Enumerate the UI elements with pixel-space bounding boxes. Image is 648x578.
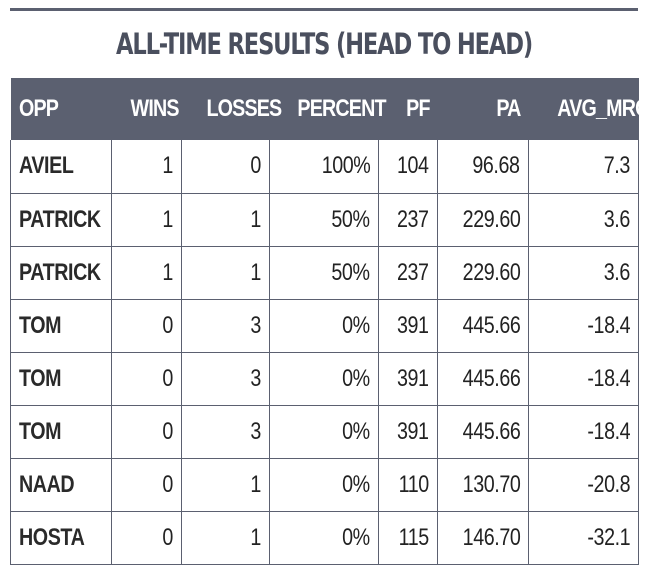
avg-mrg-cell: 7.3 (528, 140, 639, 194)
opp-cell: HOSTA (10, 511, 112, 565)
head-to-head-table: OPP WINS LOSSES PERCENT PF PA AVG_MRG AV… (10, 78, 648, 565)
pa-cell: 96.68 (437, 140, 529, 194)
avg-mrg-cell: -32.1 (528, 511, 639, 565)
column-header-wins: WINS (130, 95, 179, 122)
avg-mrg-cell: -20.8 (528, 458, 639, 512)
wins-cell: 0 (111, 352, 182, 406)
opp-cell: NAAD (10, 458, 112, 512)
pa-cell: 146.70 (437, 511, 529, 565)
column-header-opp: OPP (18, 95, 59, 122)
losses-cell: 1 (181, 458, 270, 512)
pf-cell: 110 (378, 458, 438, 512)
losses-cell: 1 (181, 246, 270, 300)
pf-cell: 391 (378, 299, 438, 353)
losses-cell: 3 (181, 352, 270, 406)
wins-cell: 1 (111, 140, 182, 194)
wins-cell: 0 (111, 511, 182, 565)
avg-mrg-cell: 3.6 (528, 246, 639, 300)
percent-cell: 0% (269, 352, 379, 406)
table-title: ALL-TIME RESULTS (HEAD TO HEAD) (115, 27, 533, 61)
table-row: HOSTA 0 1 0% 115 146.70 -32.1 (10, 511, 639, 565)
percent-cell: 50% (269, 246, 379, 300)
pa-cell: 445.66 (437, 405, 529, 459)
table-body: AVIEL 1 0 100% 104 96.68 7.3 PATRICK 1 1 50% 237 229… (10, 140, 639, 565)
wins-cell: 1 (111, 246, 182, 300)
losses-cell: 1 (181, 511, 270, 565)
percent-cell: 100% (269, 140, 379, 194)
pf-cell: 391 (378, 405, 438, 459)
losses-cell: 1 (181, 193, 270, 247)
wins-cell: 0 (111, 458, 182, 512)
pf-cell: 115 (378, 511, 438, 565)
table-row: TOM 0 3 0% 391 445.66 -18.4 (10, 405, 639, 459)
results-panel: ALL-TIME RESULTS (HEAD TO HEAD) OPP WINS… (10, 8, 648, 570)
wins-cell: 1 (111, 193, 182, 247)
pa-cell: 445.66 (437, 299, 529, 353)
percent-cell: 50% (269, 193, 379, 247)
table-row: TOM 0 3 0% 391 445.66 -18.4 (10, 352, 639, 406)
pf-cell: 391 (378, 352, 438, 406)
table-row: PATRICK 1 1 50% 237 229.60 3.6 (10, 246, 639, 300)
avg-mrg-cell: -18.4 (528, 352, 639, 406)
column-header-pa: PA (496, 95, 521, 122)
pa-cell: 130.70 (437, 458, 529, 512)
opp-cell: PATRICK (10, 193, 112, 247)
wins-cell: 0 (111, 405, 182, 459)
pa-cell: 229.60 (437, 193, 529, 247)
losses-cell: 0 (181, 140, 270, 194)
avg-mrg-cell: 3.6 (528, 193, 639, 247)
table-row: PATRICK 1 1 50% 237 229.60 3.6 (10, 193, 639, 247)
avg-mrg-cell: -18.4 (528, 405, 639, 459)
pa-cell: 445.66 (437, 352, 529, 406)
opp-cell: PATRICK (10, 246, 112, 300)
percent-cell: 0% (269, 511, 379, 565)
opp-cell: TOM (10, 299, 112, 353)
table-row: TOM 0 3 0% 391 445.66 -18.4 (10, 299, 639, 353)
percent-cell: 0% (269, 458, 379, 512)
opp-cell: TOM (10, 352, 112, 406)
pf-cell: 104 (378, 140, 438, 194)
opp-cell: AVIEL (10, 140, 112, 194)
opp-cell: TOM (10, 405, 112, 459)
losses-cell: 3 (181, 299, 270, 353)
column-header-pf: PF (405, 95, 430, 122)
column-header-losses: LOSSES (205, 95, 282, 122)
pf-cell: 237 (378, 246, 438, 300)
percent-cell: 0% (269, 299, 379, 353)
avg-mrg-cell: -18.4 (528, 299, 639, 353)
column-header-avg-mrg: AVG_MRG (556, 95, 648, 122)
table-row: AVIEL 1 0 100% 104 96.68 7.3 (10, 140, 639, 194)
percent-cell: 0% (269, 405, 379, 459)
pa-cell: 229.60 (437, 246, 529, 300)
column-header-percent: PERCENT (296, 95, 386, 122)
pf-cell: 237 (378, 193, 438, 247)
table-header-row: OPP WINS LOSSES PERCENT PF PA AVG_MRG (10, 78, 648, 140)
wins-cell: 0 (111, 299, 182, 353)
table-row: NAAD 0 1 0% 110 130.70 -20.8 (10, 458, 639, 512)
losses-cell: 3 (181, 405, 270, 459)
